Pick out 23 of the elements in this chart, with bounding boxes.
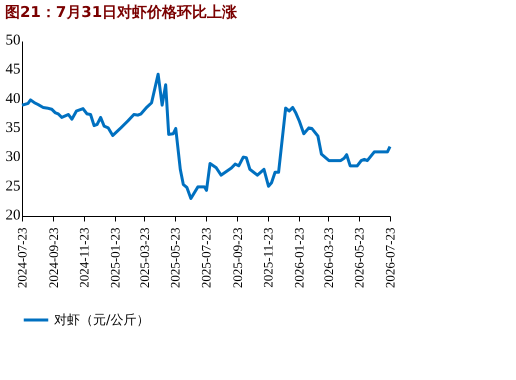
x-tick-label: 2026-03-23 [321,228,336,288]
y-tick-label: 45 [6,62,20,78]
x-tick-label: 2025-05-23 [168,228,183,288]
x-tick-label: 2026-05-23 [352,228,367,288]
x-tick-label: 2025-03-23 [137,228,152,288]
x-tick-label: 2025-11-23 [260,228,276,288]
x-tick-label: 2026-01-23 [291,228,306,288]
y-tick-label: 20 [6,208,20,224]
y-tick-label: 50 [6,32,20,48]
y-tick-label: 25 [6,178,20,194]
legend-label: 对虾（元/公斤） [54,313,150,328]
y-tick-label: 35 [6,120,20,136]
x-tick-label: 2026-07-23 [382,228,398,288]
x-tick-label: 2024-11-23 [76,228,92,288]
x-tick-label: 2025-01-23 [107,228,122,288]
chart-title: 图21：7月31日对虾价格环比上涨 [5,3,238,21]
x-tick-label: 2024-09-23 [46,228,61,288]
x-tick-label: 2024-07-23 [14,228,30,288]
y-tick-label: 30 [6,149,20,166]
x-tick-label: 2025-09-23 [230,228,245,288]
line-series [20,72,392,200]
y-tick-label: 40 [6,90,20,107]
x-tick-label: 2025-07-23 [198,228,214,288]
